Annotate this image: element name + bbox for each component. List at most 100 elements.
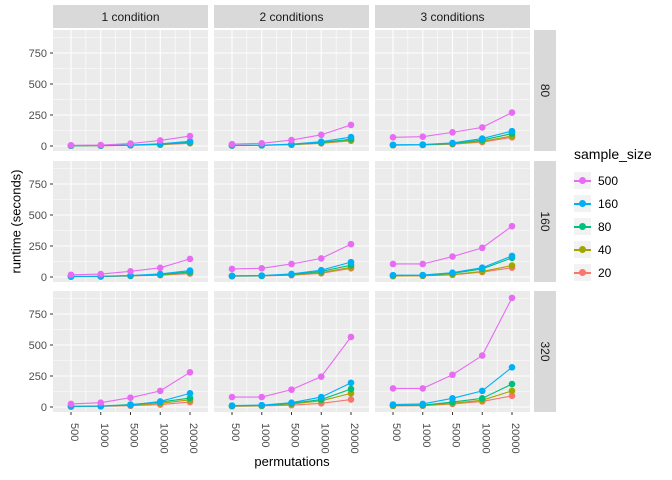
data-point (288, 399, 295, 406)
data-point (449, 253, 456, 260)
data-point (389, 141, 397, 149)
data-point (67, 271, 75, 279)
legend-label: 20 (598, 265, 612, 280)
data-point (228, 393, 236, 401)
data-point (186, 132, 194, 140)
data-point (419, 271, 427, 279)
x-tick-label: 10000 (318, 423, 330, 454)
x-tick-label: 5000 (128, 423, 140, 447)
data-point (317, 255, 325, 262)
x-tick-label: 5000 (289, 423, 301, 447)
data-point (347, 121, 355, 129)
data-point (508, 294, 516, 302)
data-point (347, 396, 355, 403)
data-point (508, 222, 516, 230)
facet-col-strip (53, 5, 208, 28)
data-point (508, 387, 516, 395)
data-point (419, 400, 427, 408)
y-tick-label: 250 (29, 241, 47, 253)
data-point (449, 371, 456, 379)
data-point (186, 394, 194, 402)
data-point (389, 260, 397, 268)
data-point (317, 131, 325, 139)
data-point (186, 267, 194, 274)
data-point (67, 400, 75, 408)
x-tick-label: 20000 (187, 423, 199, 454)
legend-point-icon (579, 223, 586, 230)
y-tick-label: 0 (41, 402, 47, 414)
data-point (478, 135, 486, 142)
data-point (508, 262, 516, 269)
data-point (258, 393, 266, 401)
x-tick-label: 10000 (479, 423, 491, 454)
data-point (508, 392, 516, 400)
data-point (228, 402, 236, 409)
data-point (478, 124, 486, 131)
data-point (258, 272, 266, 279)
legend-point-icon (579, 269, 586, 276)
legend: sample_size 500 160 80 (574, 146, 670, 287)
facet-row-strip (534, 161, 556, 282)
data-point (127, 267, 134, 275)
data-point (347, 379, 355, 387)
data-point (508, 252, 516, 260)
facet-col-strip-label: 2 conditions (259, 10, 323, 24)
data-point (186, 137, 194, 145)
data-point (347, 133, 355, 141)
data-point (288, 136, 295, 144)
y-tick-label: 0 (41, 141, 47, 153)
data-point (156, 264, 164, 272)
legend-point-icon (579, 177, 586, 184)
data-point (97, 141, 105, 149)
legend-entry: 20 (574, 264, 670, 281)
data-point (156, 137, 164, 144)
data-point (508, 127, 516, 135)
x-tick-label: 5000 (450, 423, 462, 447)
data-point (288, 260, 295, 268)
data-point (508, 364, 516, 371)
facet-row-strip-label: 80 (538, 84, 552, 98)
data-point (449, 269, 456, 276)
x-tick-label: 500 (68, 423, 80, 441)
legend-label: 500 (598, 173, 619, 188)
y-tick-label: 500 (29, 340, 47, 352)
data-point (228, 265, 236, 273)
data-point (449, 139, 456, 147)
x-axis-title: permutations (254, 454, 330, 469)
data-point (97, 270, 105, 278)
y-tick-label: 750 (29, 309, 47, 321)
data-point (258, 139, 266, 147)
data-point (288, 270, 295, 278)
legend-key-swatch (574, 172, 591, 189)
data-point (258, 401, 266, 409)
data-point (478, 352, 486, 359)
data-point (156, 387, 164, 395)
facet-row-strip (534, 30, 556, 151)
legend-label: 40 (598, 242, 612, 257)
x-tick-label: 10000 (157, 423, 169, 454)
legend-entry: 160 (574, 195, 670, 212)
legend-point-icon (579, 200, 586, 207)
legend-entry: 80 (574, 218, 670, 235)
data-point (419, 260, 427, 268)
data-point (347, 333, 355, 341)
legend-entry: 40 (574, 241, 670, 258)
data-point (186, 368, 194, 376)
data-point (419, 133, 427, 140)
data-point (228, 272, 236, 280)
data-point (186, 255, 194, 263)
data-point (389, 401, 397, 408)
y-axis-title: runtime (seconds) (8, 169, 24, 274)
data-point (419, 385, 427, 392)
data-point (449, 395, 456, 402)
data-point (389, 134, 397, 141)
data-point (508, 380, 516, 388)
data-point (127, 140, 134, 147)
facet-col-strip (214, 5, 369, 28)
data-point (186, 390, 194, 397)
x-tick-label: 1000 (259, 423, 271, 447)
legend-label: 80 (598, 219, 612, 234)
data-point (127, 401, 134, 409)
data-point (317, 138, 325, 145)
